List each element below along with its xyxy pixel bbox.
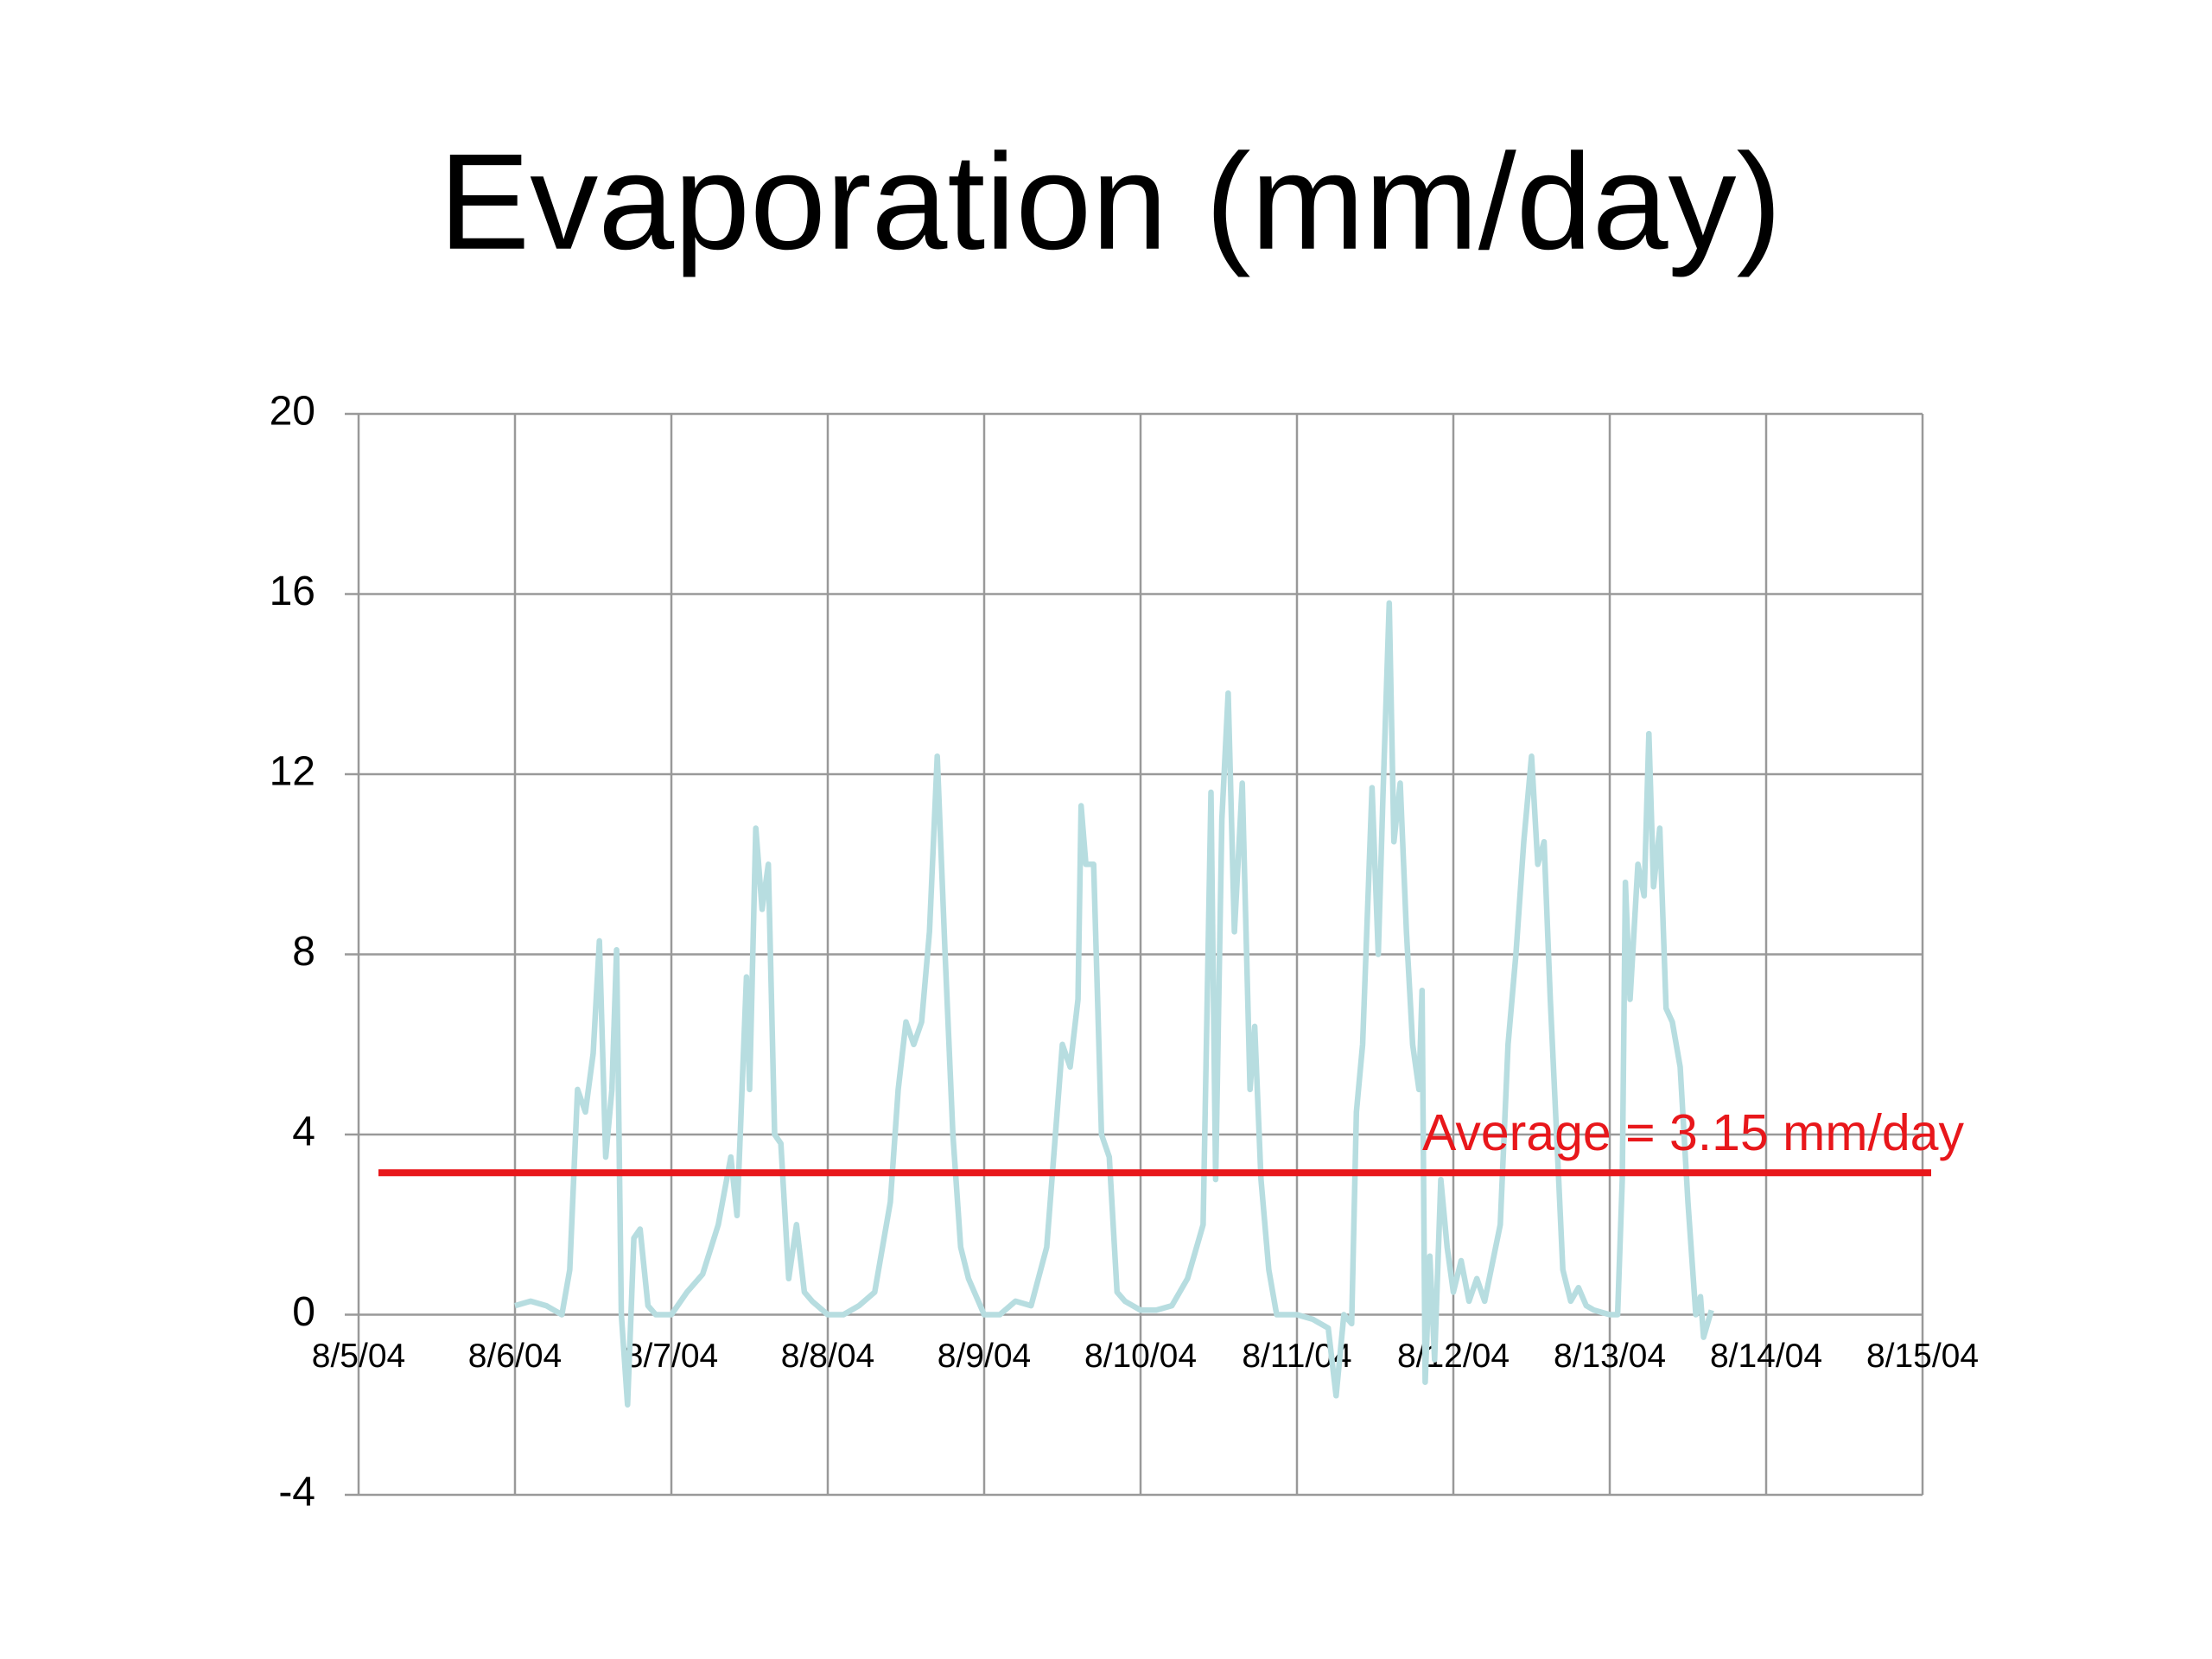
x-tick-label: 8/8/04 bbox=[781, 1338, 874, 1375]
x-tick-label: 8/10/04 bbox=[1084, 1338, 1197, 1375]
x-tick-label: 8/9/04 bbox=[938, 1338, 1031, 1375]
y-tick-label: -4 bbox=[278, 1470, 315, 1516]
x-tick-label: 8/12/04 bbox=[1397, 1338, 1510, 1375]
x-tick-label: 8/5/04 bbox=[312, 1338, 405, 1375]
x-tick-label: 8/13/04 bbox=[1554, 1338, 1666, 1375]
y-tick-label: 12 bbox=[270, 749, 315, 795]
x-tick-label: 8/7/04 bbox=[625, 1338, 718, 1375]
chart-title: Evaporation (mm/day) bbox=[439, 126, 1782, 278]
y-tick-label: 8 bbox=[292, 929, 315, 975]
x-tick-label: 8/15/04 bbox=[1866, 1338, 1979, 1375]
x-tick-label: 8/6/04 bbox=[468, 1338, 562, 1375]
y-tick-label: 4 bbox=[292, 1109, 315, 1155]
y-tick-label: 16 bbox=[270, 569, 315, 614]
y-tick-label: 20 bbox=[270, 389, 315, 435]
average-label: Average = 3.15 mm/day bbox=[1422, 1104, 1964, 1161]
series-line bbox=[514, 600, 1714, 1408]
y-tick-label: 0 bbox=[292, 1289, 315, 1335]
x-tick-label: 8/14/04 bbox=[1710, 1338, 1822, 1375]
